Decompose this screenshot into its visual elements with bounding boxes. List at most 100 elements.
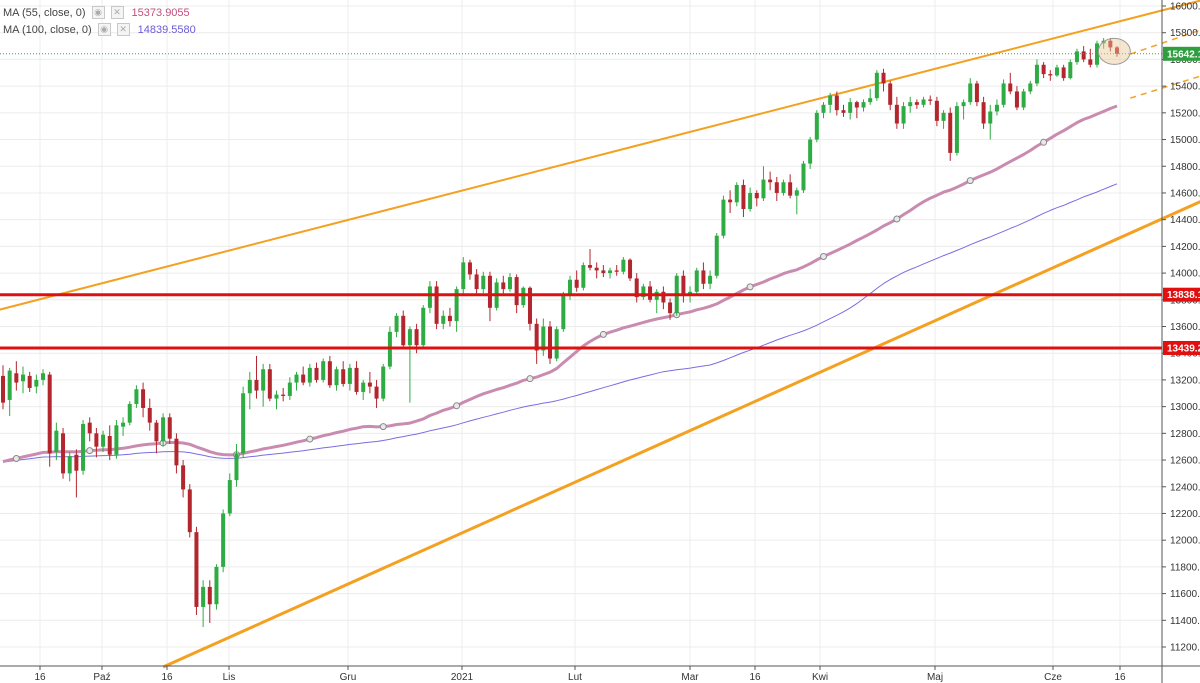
candle[interactable] [1088,48,1093,68]
candle-body[interactable] [661,291,666,303]
price-axis[interactable]: 16000.015800.015600.015400.015200.015000… [1161,0,1200,683]
candle-body[interactable] [1115,47,1119,54]
candle-body[interactable] [47,374,52,454]
candle[interactable] [1041,62,1046,79]
candle-body[interactable] [334,369,339,386]
candle[interactable] [107,425,112,461]
candle[interactable] [347,363,352,391]
candle-body[interactable] [221,513,226,567]
candle-body[interactable] [121,422,126,427]
candle[interactable] [794,187,799,215]
candle[interactable] [554,326,559,362]
candle-body[interactable] [367,382,372,387]
candle-body[interactable] [1074,51,1079,63]
candle[interactable] [901,102,906,129]
candle[interactable] [708,270,713,290]
candle-body[interactable] [74,454,79,471]
candle[interactable] [768,171,773,191]
candle-body[interactable] [888,83,893,105]
candle[interactable] [294,371,299,391]
candle-body[interactable] [267,369,272,399]
candle[interactable] [854,100,859,119]
candle[interactable] [54,422,59,461]
candle-body[interactable] [347,367,352,384]
candle[interactable] [908,96,913,113]
candle-body[interactable] [441,315,446,324]
candle[interactable] [81,419,86,475]
close-icon[interactable]: ✕ [110,6,124,19]
candle[interactable] [374,379,379,408]
candle-body[interactable] [301,374,306,383]
candle-body[interactable] [754,192,759,199]
candle[interactable] [427,281,432,314]
candle[interactable] [94,427,99,458]
candle-body[interactable] [881,72,886,84]
candle-body[interactable] [534,323,539,351]
candle[interactable] [261,363,266,407]
candle-body[interactable] [407,329,412,346]
candle[interactable] [621,257,626,275]
candle[interactable] [67,452,72,482]
candle[interactable] [41,369,46,386]
candle[interactable] [1094,40,1099,68]
candle[interactable] [1048,70,1053,81]
candle[interactable] [608,267,613,279]
candle-body[interactable] [254,379,259,391]
candle-body[interactable] [214,566,219,605]
candle[interactable] [968,78,973,105]
candle-body[interactable] [321,361,326,380]
candle[interactable] [1021,88,1026,111]
candle[interactable] [34,374,39,394]
candle-body[interactable] [227,480,232,514]
candle-body[interactable] [554,329,559,359]
candle[interactable] [581,262,586,291]
candle-body[interactable] [788,182,793,196]
candle-body[interactable] [487,275,492,308]
candle-body[interactable] [934,100,939,121]
candle-body[interactable] [94,433,99,447]
eye-icon[interactable]: ◉ [97,23,111,36]
candle-body[interactable] [621,259,626,272]
candles[interactable] [1,38,1119,627]
candle[interactable] [1054,64,1059,77]
price-label[interactable]: 15642.1 [1163,46,1200,61]
candle-body[interactable] [507,277,512,290]
candle[interactable] [461,257,466,295]
candle-body[interactable] [581,265,586,288]
candle-body[interactable] [714,235,719,276]
candle[interactable] [361,379,366,400]
candle-body[interactable] [741,184,746,209]
candle-body[interactable] [908,102,913,107]
candle[interactable] [1074,48,1079,65]
candle-body[interactable] [261,369,266,391]
candle-body[interactable] [281,394,286,396]
candle[interactable] [7,367,12,416]
candle-body[interactable] [1068,62,1073,79]
candle[interactable] [741,179,746,217]
candle[interactable] [1014,86,1019,111]
candle-body[interactable] [374,386,379,399]
candle[interactable] [47,371,52,467]
candle[interactable] [561,291,566,332]
candle[interactable] [234,444,239,487]
candle-body[interactable] [354,367,359,392]
candle-body[interactable] [41,373,46,380]
candle-body[interactable] [1021,91,1026,108]
candle-body[interactable] [961,102,966,107]
candle[interactable] [1115,46,1119,57]
candle-body[interactable] [781,182,786,193]
candle[interactable] [321,358,326,383]
candle[interactable] [127,401,132,426]
candle[interactable] [187,484,192,538]
candle-body[interactable] [81,423,86,471]
candle-body[interactable] [748,192,753,209]
candle-body[interactable] [247,379,252,394]
candle-body[interactable] [194,532,199,607]
candle-body[interactable] [107,436,112,455]
candle-body[interactable] [641,286,646,298]
candle-body[interactable] [1054,67,1059,76]
candle[interactable] [754,190,759,207]
candle[interactable] [434,281,439,330]
candle[interactable] [574,270,579,292]
